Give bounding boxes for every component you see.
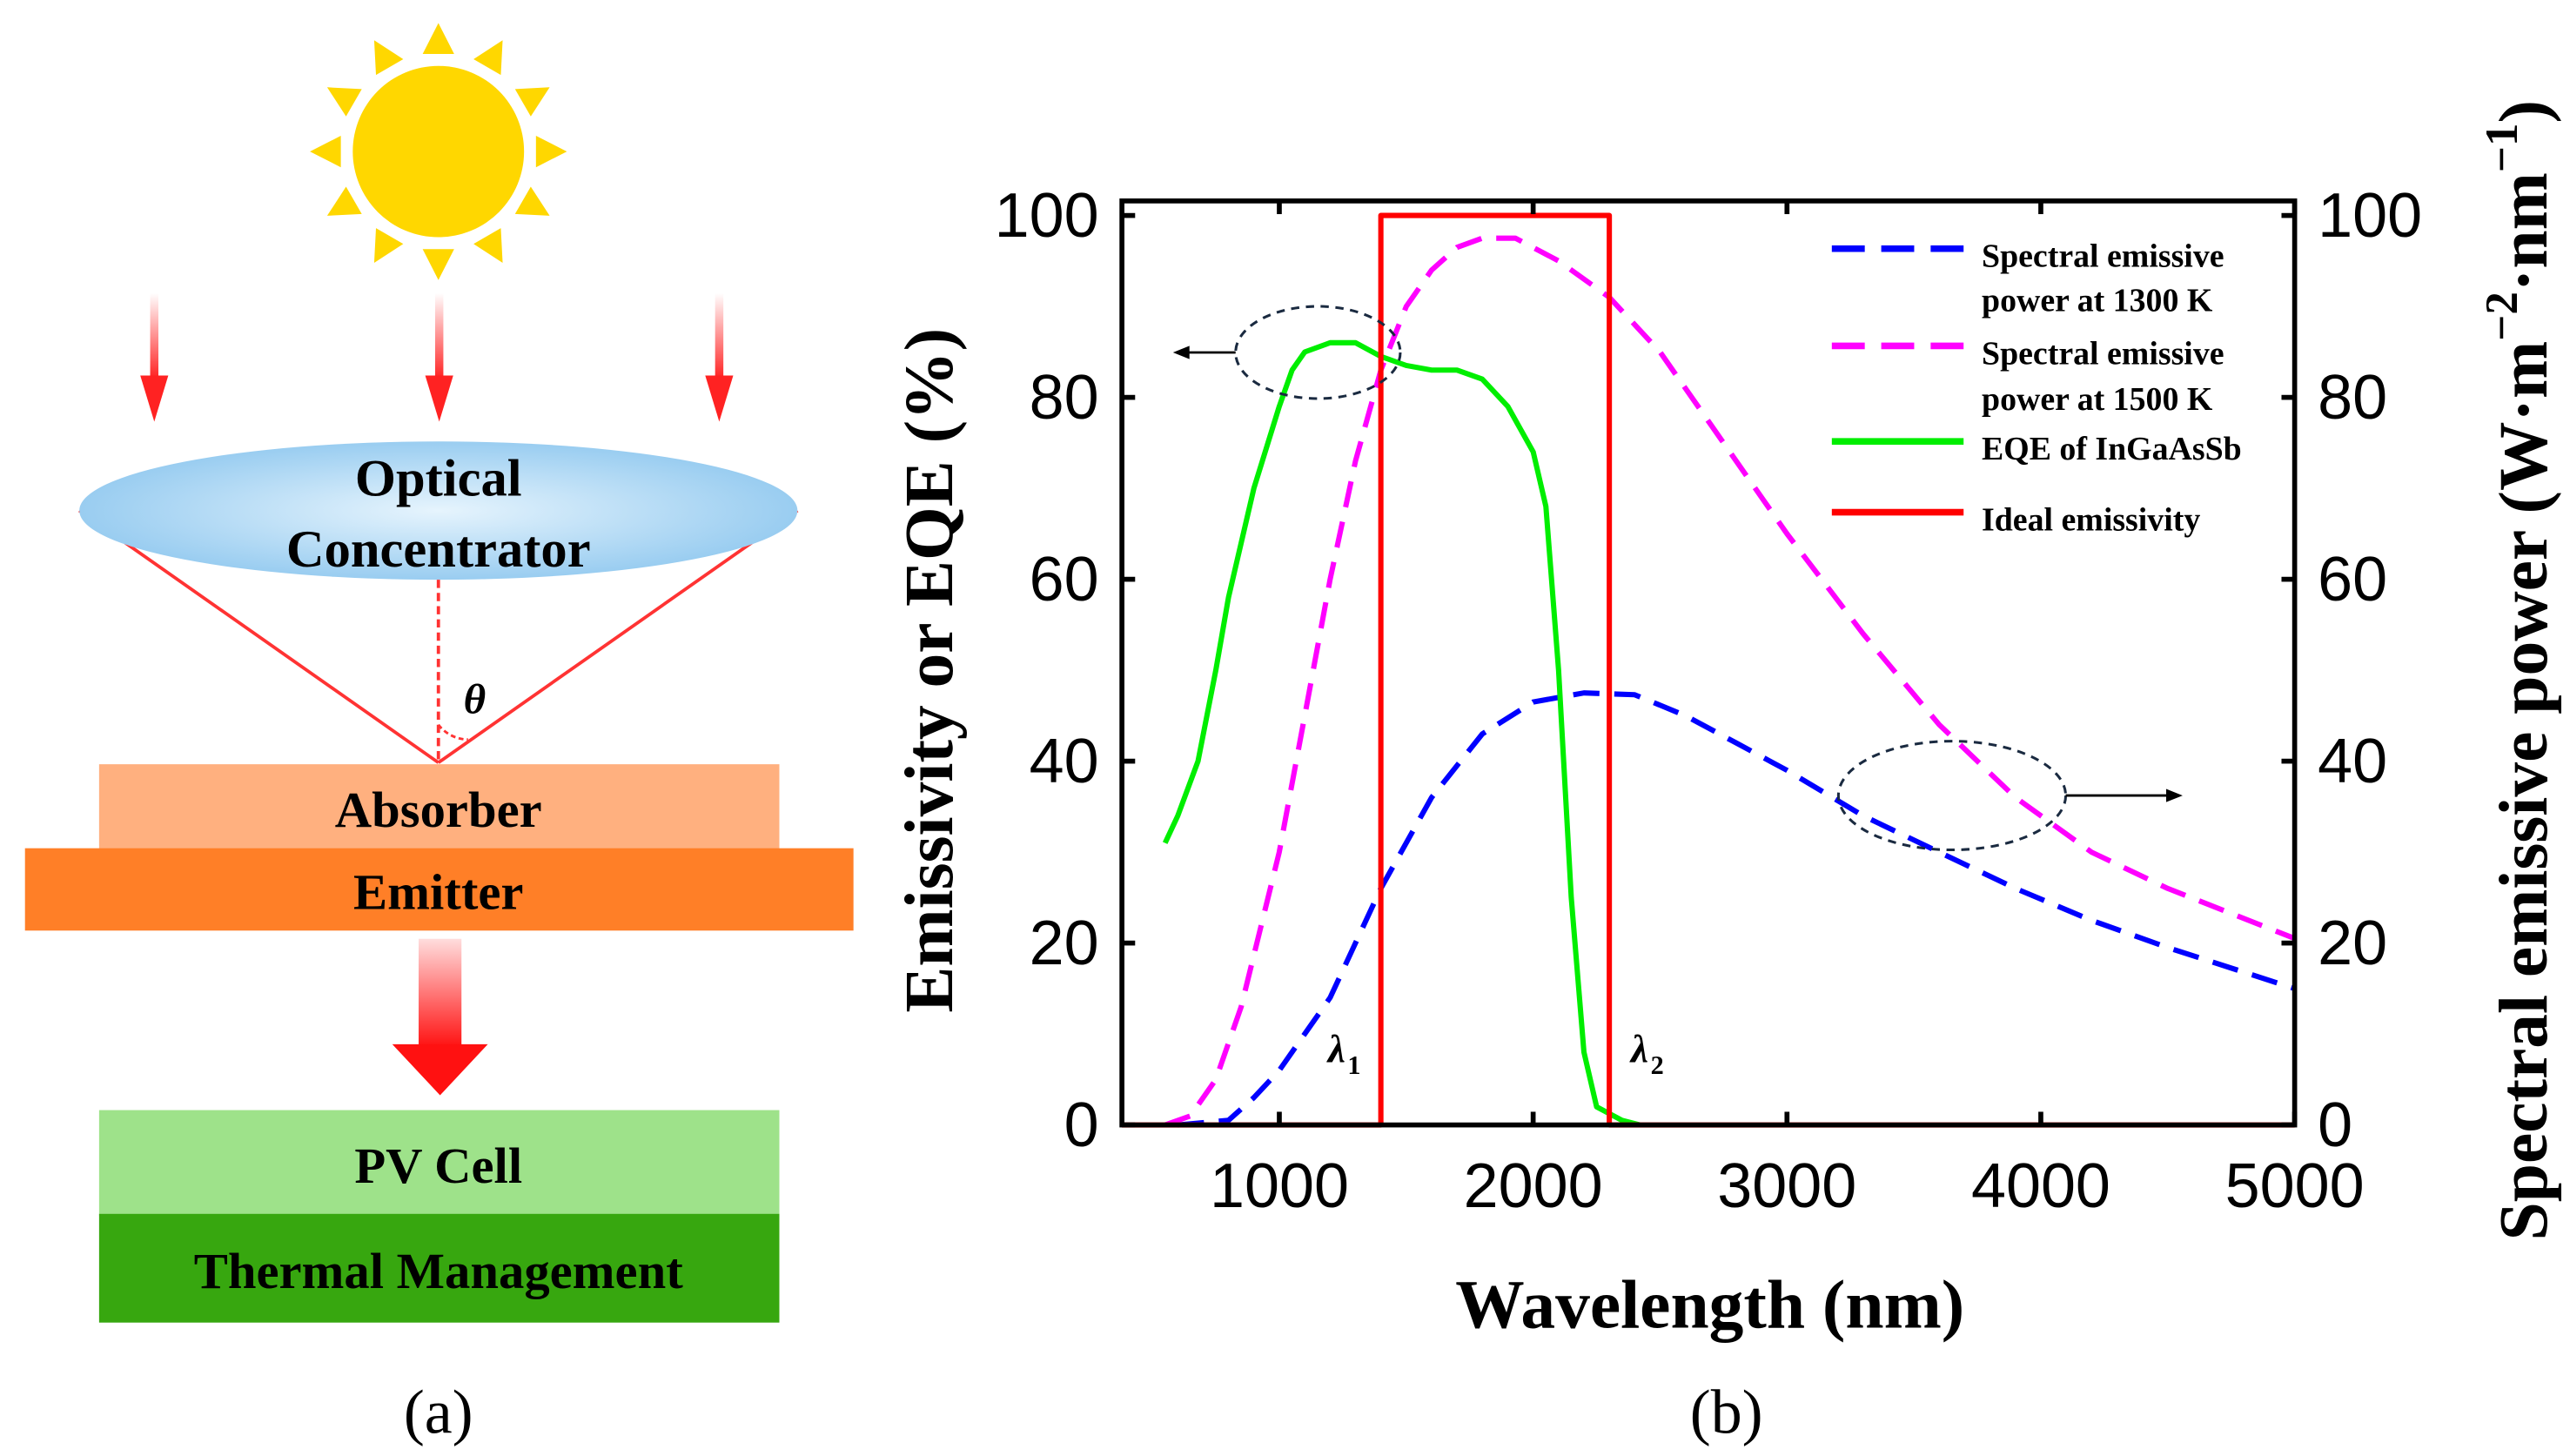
y-tick-label-right: 100: [2318, 181, 2422, 251]
angle-theta-label: θ: [464, 674, 486, 722]
pv-cell-label: PV Cell: [354, 1137, 522, 1194]
y-tick-label-right: 40: [2318, 727, 2387, 796]
y-tick-label-left: 80: [1030, 363, 1099, 433]
y-tick-label-left: 60: [1030, 545, 1099, 614]
incident-light-arrows: [140, 292, 734, 422]
y-tick-label-left: 40: [1030, 727, 1099, 796]
absorber-layer: [98, 764, 780, 850]
legend: Spectral emissive power at 1300 K Spectral…: [1831, 238, 2242, 538]
emitter-label: Emitter: [353, 864, 523, 921]
panel-a-diagram: Optical Concentrator θ Absorber Emitter …: [24, 23, 854, 1447]
plot-frame: [1119, 198, 2298, 1128]
y-tick-label-right: 60: [2318, 545, 2387, 614]
thermal-management-label: Thermal Management: [194, 1243, 683, 1299]
legend-label-2: EQE of InGaAsSb: [1982, 431, 2242, 467]
svg-text:1: 1: [1347, 1050, 1360, 1080]
legend-label-1: Spectral emissive: [1982, 335, 2224, 372]
thermal-management-layer: [98, 1213, 780, 1323]
legend-label-0: Spectral emissive: [1982, 238, 2224, 275]
x-tick-label: 1000: [1210, 1151, 1349, 1221]
axes: 1000 2000 3000 4000 500002040608010002040608…: [995, 181, 2422, 1221]
concentrator-label-line2: Concentrator: [286, 520, 591, 579]
caption-a: (a): [404, 1378, 473, 1447]
caption-b: (b): [1690, 1378, 1763, 1447]
x-tick-label: 4000: [1971, 1151, 2110, 1221]
concentrator-label-line1: Optical: [355, 450, 522, 508]
optical-concentrator: Optical Concentrator θ: [78, 441, 799, 764]
y-tick-label-left: 100: [995, 181, 1099, 251]
panel-b-chart: 1000 2000 3000 4000 500002040608010002040608…: [891, 100, 2562, 1446]
y-tick-label-left: 0: [1064, 1090, 1099, 1160]
left-axis-indicator: [1172, 305, 1402, 400]
absorber-label: Absorber: [335, 782, 542, 838]
heat-flow-arrow: [392, 938, 488, 1096]
y-tick-label-left: 20: [1030, 909, 1099, 978]
y-axis-label-left: Emissivity or EQE (%): [891, 328, 968, 1013]
x-tick-label: 2000: [1464, 1151, 1603, 1221]
svg-text:λ: λ: [1326, 1028, 1345, 1071]
svg-text:2: 2: [1651, 1050, 1664, 1080]
y-tick-label-right: 80: [2318, 363, 2387, 433]
series-line-0: [1178, 690, 2296, 1128]
x-tick-label: 5000: [2225, 1151, 2365, 1221]
y-tick-label-right: 20: [2318, 909, 2387, 978]
y-axis-label-right: Spectral emissive power (W·m−2·nm−1): [2477, 100, 2562, 1240]
series-line-1: [1164, 235, 2296, 1128]
series-line-2: [1162, 339, 1641, 1128]
legend-label-3: Ideal emissivity: [1982, 501, 2200, 538]
sun-icon: [310, 23, 567, 280]
right-axis-indicator: [1836, 740, 2183, 852]
emitter-layer: [24, 848, 854, 931]
svg-text:λ: λ: [1629, 1028, 1648, 1071]
y-tick-label-right: 0: [2318, 1090, 2352, 1160]
legend-label-0-line2: power at 1300 K: [1982, 283, 2213, 319]
legend-label-1-line2: power at 1500 K: [1982, 381, 2213, 418]
x-tick-label: 3000: [1717, 1151, 1856, 1221]
pv-cell-layer: [98, 1110, 780, 1216]
x-axis-label: Wavelength (nm): [1455, 1266, 1964, 1343]
